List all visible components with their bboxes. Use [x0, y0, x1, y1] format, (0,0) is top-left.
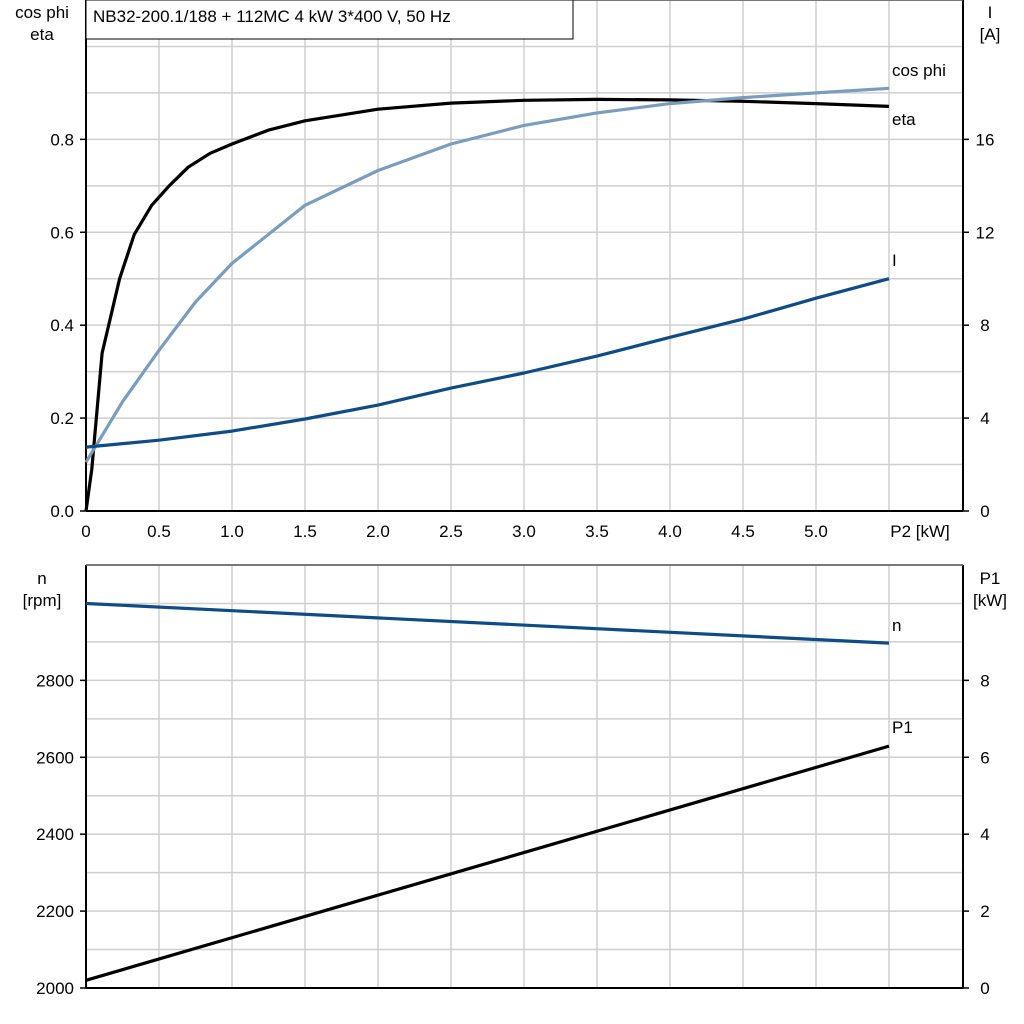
x-tick-label: 5.0: [804, 522, 828, 541]
y-tick-label-right: 2: [980, 902, 989, 921]
y-axis-label-left: cos phi: [15, 3, 69, 22]
y-tick-label-left: 2200: [36, 902, 74, 921]
y-axis-label-right: I: [988, 3, 993, 22]
bottom-chart: 2000 2200 2400 2600 2800 0 2 4 6 8 n [rpm] P1 [kW] n P1: [23, 564, 1007, 998]
series-label-P1: P1: [892, 718, 913, 737]
x-tick-label: 4.5: [731, 522, 755, 541]
series-label-cos-phi: cos phi: [892, 61, 946, 80]
title-box: NB32-200.1/188 + 112MC 4 kW 3*400 V, 50 …: [85, 0, 574, 40]
y-tick-label-right: 16: [976, 130, 995, 149]
series-label-n: n: [892, 616, 901, 635]
x-tick-label: 4.0: [658, 522, 682, 541]
y-tick-label-left: 2600: [36, 748, 74, 767]
y-tick-label-right: 4: [980, 825, 989, 844]
y-tick-label-left: 2400: [36, 825, 74, 844]
y-tick-label-left: 0.0: [50, 502, 74, 521]
x-tick-label: 3.5: [585, 522, 609, 541]
x-axis-label: P2 [kW]: [890, 522, 950, 541]
series-line-P1: [85, 744, 890, 982]
series-line-n: [85, 601, 890, 645]
series-line-eta: [84, 97, 890, 512]
y-axis-label-left: [rpm]: [23, 591, 62, 610]
y-axis-label-right: P1: [980, 569, 1001, 588]
y-tick-label-right: 0: [980, 979, 989, 998]
y-tick-label-left: 0.4: [50, 316, 74, 335]
y-tick-label-left: 2800: [36, 671, 74, 690]
y-tick-label-left: 0.2: [50, 409, 74, 428]
x-tick-label: 0: [81, 522, 90, 541]
top-chart: 0.0 0.2 0.4 0.6 0.8 0 4 8 12 16 0 0.5 1.0 1.5 2.0 2.5 3.…: [15, 0, 1000, 541]
series-line-I: [85, 277, 890, 449]
y-tick-label-right: 6: [980, 748, 989, 767]
y-axis-label-left: n: [37, 569, 46, 588]
y-tick-label-left: 2000: [36, 979, 74, 998]
y-tick-label-right: 12: [976, 223, 995, 242]
x-tick-label: 0.5: [147, 522, 171, 541]
x-tick-label: 2.5: [439, 522, 463, 541]
y-tick-label-left: 0.6: [50, 223, 74, 242]
chart-title: NB32-200.1/188 + 112MC 4 kW 3*400 V, 50 …: [93, 7, 451, 26]
series-label-eta: eta: [892, 110, 916, 129]
y-tick-label-right: 4: [980, 409, 989, 428]
series-line-cos-phi: [84, 86, 890, 464]
series-label-I: I: [892, 251, 897, 270]
x-tick-label: 3.0: [512, 522, 536, 541]
x-tick-label: 2.0: [366, 522, 390, 541]
y-tick-label-left: 0.8: [50, 130, 74, 149]
y-axis-label-left: eta: [30, 25, 54, 44]
x-tick-label: 1.5: [293, 522, 317, 541]
y-axis-label-right: [kW]: [973, 591, 1007, 610]
y-axis-label-right: [A]: [980, 25, 1001, 44]
y-tick-label-right: 8: [980, 316, 989, 335]
x-tick-label: 1.0: [220, 522, 244, 541]
y-tick-label-right: 8: [980, 671, 989, 690]
y-tick-label-right: 0: [980, 502, 989, 521]
